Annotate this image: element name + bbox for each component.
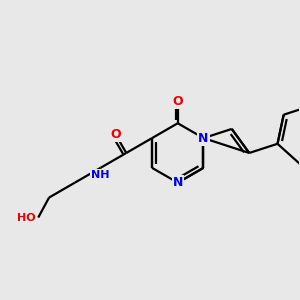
Text: N: N <box>172 176 183 189</box>
Text: N: N <box>198 132 209 145</box>
Text: HO: HO <box>17 212 35 223</box>
Text: O: O <box>172 95 183 108</box>
Text: NH: NH <box>91 170 110 180</box>
Text: S: S <box>199 132 208 145</box>
Text: O: O <box>110 128 121 141</box>
